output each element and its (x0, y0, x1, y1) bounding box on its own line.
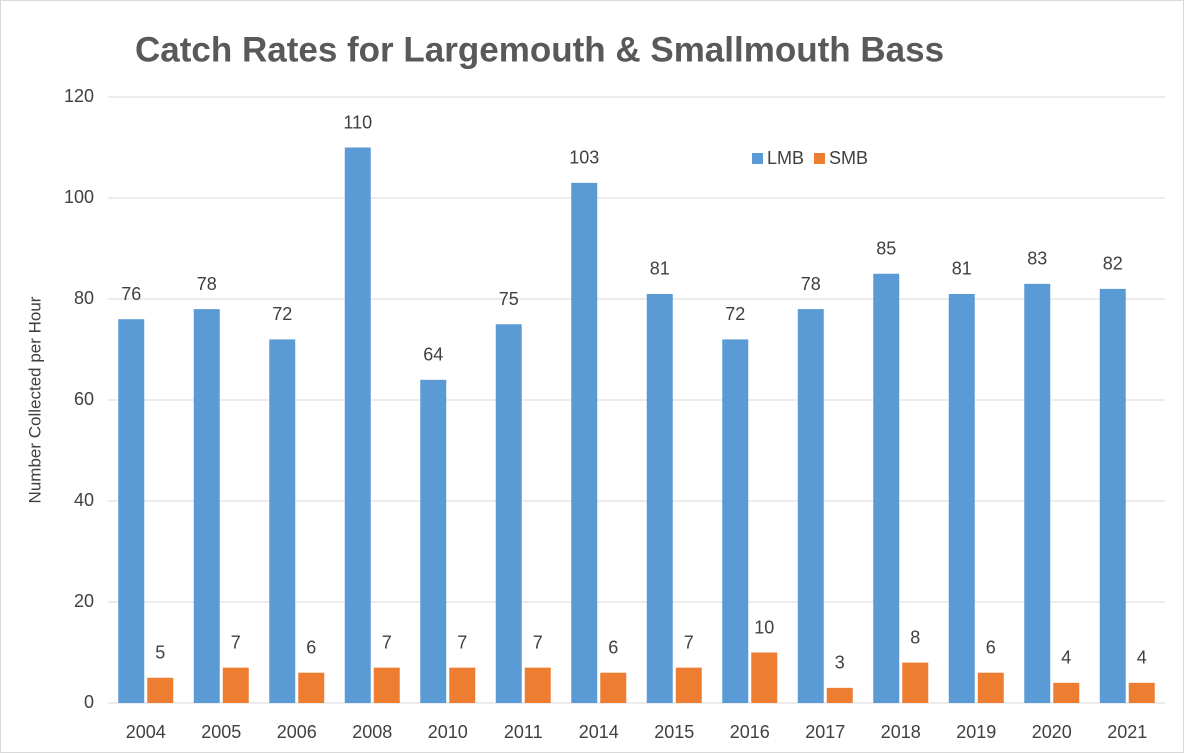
y-tick-label: 40 (74, 490, 94, 510)
x-tick-label: 2017 (805, 722, 845, 742)
bar (675, 667, 702, 703)
bar (1024, 283, 1051, 703)
data-label: 6 (986, 637, 996, 657)
bar (147, 677, 174, 703)
data-label: 85 (876, 239, 896, 259)
x-tick-label: 2014 (579, 722, 619, 742)
legend-swatch (814, 153, 826, 164)
data-label: 5 (155, 643, 165, 663)
chart-title: Catch Rates for Largemouth & Smallmouth … (135, 30, 944, 69)
x-tick-label: 2005 (201, 722, 241, 742)
bar (902, 662, 929, 703)
data-label: 3 (835, 653, 845, 673)
y-axis-title: Number Collected per Hour (25, 296, 44, 503)
data-label: 4 (1061, 648, 1071, 668)
x-tick-label: 2018 (881, 722, 921, 742)
bar (1053, 682, 1080, 703)
bar (826, 687, 853, 703)
bar (948, 293, 975, 703)
data-label: 7 (684, 632, 694, 652)
x-tick-label: 2008 (352, 722, 392, 742)
bar (977, 672, 1004, 703)
bar (797, 309, 824, 703)
x-tick-label: 2004 (126, 722, 166, 742)
data-label: 72 (725, 304, 745, 324)
data-label: 82 (1103, 254, 1123, 274)
bar (600, 672, 627, 703)
legend-swatch (752, 153, 763, 164)
bar (222, 667, 249, 703)
data-label: 10 (754, 617, 774, 637)
x-tick-label: 2015 (654, 722, 694, 742)
bar (722, 339, 749, 703)
data-label: 75 (499, 289, 519, 309)
bar (571, 182, 598, 704)
data-label: 7 (231, 632, 241, 652)
y-tick-label: 0 (84, 692, 94, 712)
data-label: 8 (910, 627, 920, 647)
y-tick-label: 60 (74, 389, 94, 409)
data-label: 78 (801, 274, 821, 294)
bar (420, 379, 447, 703)
bar (449, 667, 476, 703)
bar (118, 319, 145, 703)
data-label: 7 (533, 632, 543, 652)
bar (873, 273, 900, 703)
x-tick-label: 2016 (730, 722, 770, 742)
bar (495, 324, 522, 703)
data-label: 83 (1027, 249, 1047, 269)
x-tick-label: 2006 (277, 722, 317, 742)
x-tick-label: 2021 (1107, 722, 1147, 742)
bar (193, 309, 220, 703)
data-label: 7 (457, 632, 467, 652)
data-label: 4 (1137, 648, 1147, 668)
x-tick-label: 2011 (504, 722, 543, 742)
bar (524, 667, 551, 703)
data-label: 81 (952, 259, 972, 279)
y-tick-label: 120 (64, 86, 94, 106)
bar (344, 147, 371, 703)
bar (646, 293, 673, 703)
data-label: 72 (272, 304, 292, 324)
data-label: 110 (343, 112, 372, 132)
data-label: 6 (608, 637, 618, 657)
x-tick-label: 2010 (428, 722, 468, 742)
data-label: 78 (197, 274, 217, 294)
x-tick-label: 2019 (956, 722, 996, 742)
y-tick-label: 100 (64, 187, 94, 207)
legend-label: SMB (829, 148, 868, 168)
bar (1128, 682, 1155, 703)
data-label: 76 (121, 284, 141, 304)
bar (298, 672, 325, 703)
data-label: 7 (382, 632, 392, 652)
y-tick-label: 20 (74, 591, 94, 611)
bar (373, 667, 400, 703)
x-tick-label: 2020 (1032, 722, 1072, 742)
bar (751, 652, 778, 703)
data-label: 6 (306, 637, 316, 657)
legend-label: LMB (767, 148, 804, 168)
bar (1099, 288, 1126, 703)
data-label: 81 (650, 259, 670, 279)
data-label: 103 (569, 148, 599, 168)
data-label: 64 (423, 345, 443, 365)
bar (269, 339, 296, 703)
y-tick-label: 80 (74, 288, 94, 308)
